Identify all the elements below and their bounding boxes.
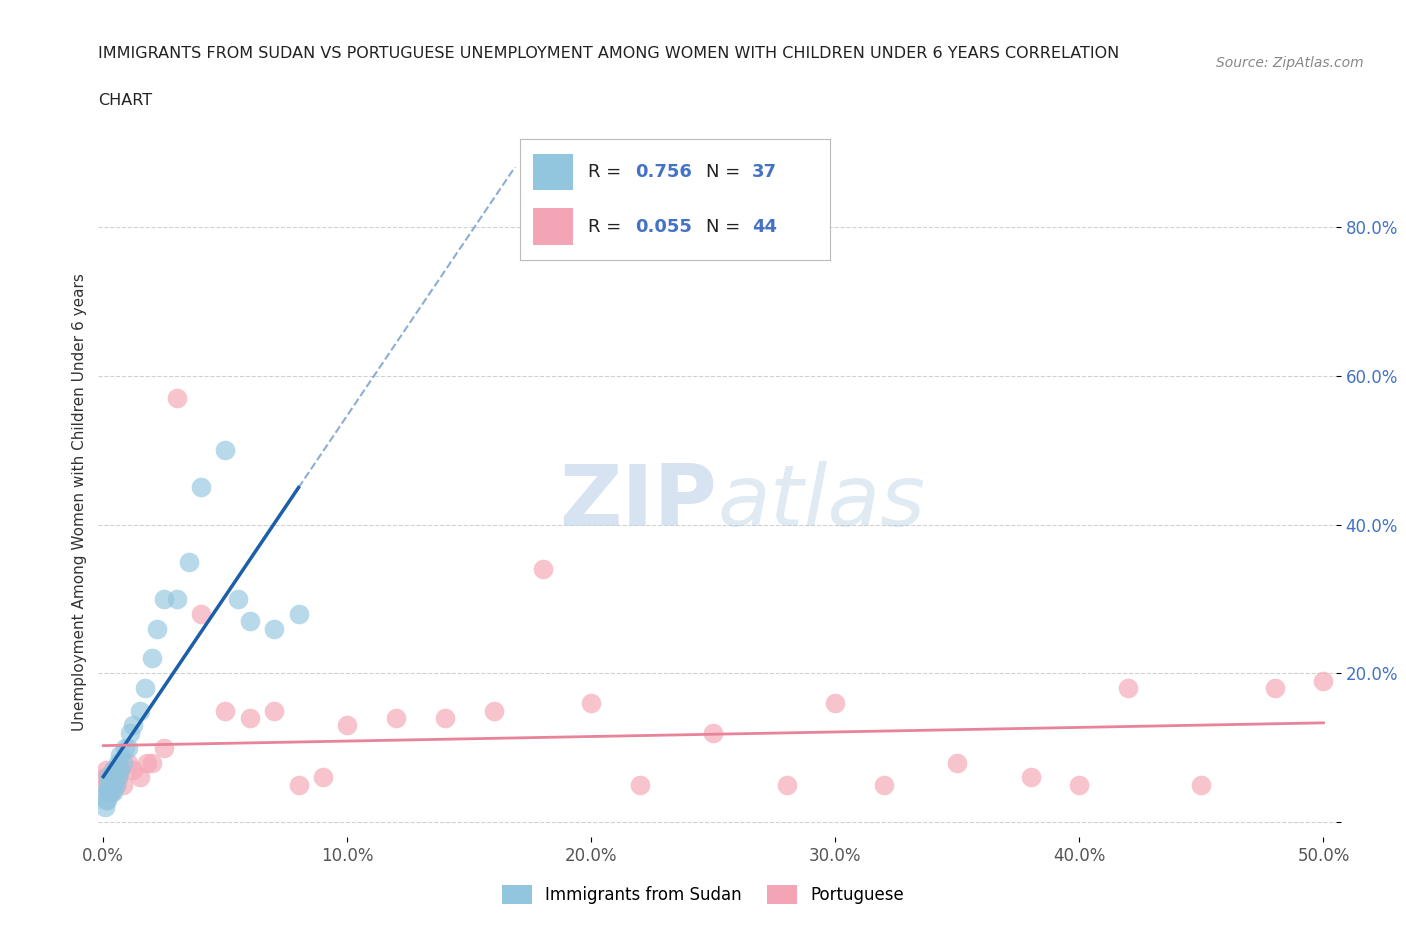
Point (1264, 681, 1286, 696)
Point (114, 740, 136, 755)
Point (93, 770, 115, 785)
Point (336, 718, 359, 733)
Point (824, 696, 846, 711)
Point (96, 792, 118, 807)
Point (107, 755, 129, 770)
Text: IMMIGRANTS FROM SUDAN VS PORTUGUESE UNEMPLOYMENT AMONG WOMEN WITH CHILDREN UNDER: IMMIGRANTS FROM SUDAN VS PORTUGUESE UNEM… (98, 46, 1119, 61)
Point (146, 621, 169, 636)
Point (1069, 777, 1091, 792)
Point (141, 651, 163, 666)
Point (121, 718, 143, 733)
Point (94, 763, 117, 777)
Point (1019, 770, 1042, 785)
Point (100, 777, 122, 792)
Point (121, 763, 143, 777)
Point (153, 591, 176, 606)
Point (166, 591, 188, 606)
Point (702, 725, 724, 740)
Text: 0.055: 0.055 (634, 218, 692, 235)
Point (531, 562, 554, 577)
Point (101, 763, 124, 777)
Point (94, 785, 117, 800)
Point (101, 785, 124, 800)
Point (104, 777, 127, 792)
Text: 37: 37 (752, 163, 778, 181)
Point (101, 770, 124, 785)
Point (239, 711, 262, 725)
Point (104, 763, 127, 777)
Point (628, 777, 651, 792)
Point (117, 740, 139, 755)
Point (141, 755, 163, 770)
Point (111, 777, 134, 792)
Text: N =: N = (706, 163, 745, 181)
Point (433, 711, 456, 725)
Point (97, 770, 120, 785)
Point (177, 554, 200, 569)
Point (385, 711, 408, 725)
Point (190, 606, 212, 621)
FancyBboxPatch shape (533, 154, 572, 191)
Text: N =: N = (706, 218, 745, 235)
Point (214, 703, 236, 718)
Text: 44: 44 (752, 218, 778, 235)
Point (101, 777, 124, 792)
Point (101, 763, 124, 777)
Point (97, 785, 120, 800)
Text: R =: R = (588, 218, 627, 235)
Point (263, 621, 285, 636)
Point (117, 755, 139, 770)
Point (97, 785, 120, 800)
Point (97, 777, 120, 792)
Point (129, 703, 152, 718)
Point (134, 681, 156, 696)
Point (482, 703, 505, 718)
Y-axis label: Unemployment Among Women with Children Under 6 years: Unemployment Among Women with Children U… (72, 273, 87, 731)
Point (166, 391, 188, 405)
Point (1191, 777, 1213, 792)
Point (110, 763, 132, 777)
Point (94, 777, 117, 792)
Point (214, 443, 236, 458)
Text: CHART: CHART (98, 93, 152, 108)
Point (239, 614, 262, 629)
Point (873, 777, 896, 792)
Point (287, 777, 309, 792)
Point (107, 770, 129, 785)
Point (110, 763, 132, 777)
Point (1116, 681, 1139, 696)
Point (136, 755, 159, 770)
Point (94, 792, 117, 807)
Point (100, 770, 122, 785)
Text: Source: ZipAtlas.com: Source: ZipAtlas.com (1216, 56, 1364, 70)
Point (100, 777, 122, 792)
Point (287, 606, 309, 621)
Point (100, 785, 122, 800)
Point (120, 725, 142, 740)
Point (312, 770, 335, 785)
Point (100, 785, 122, 800)
Point (153, 740, 176, 755)
Point (226, 591, 249, 606)
Point (110, 748, 132, 763)
Point (190, 480, 212, 495)
Point (129, 770, 152, 785)
Point (93, 800, 115, 815)
Point (946, 755, 969, 770)
Point (775, 777, 797, 792)
Point (1312, 673, 1334, 688)
Point (107, 770, 129, 785)
Text: 0.756: 0.756 (634, 163, 692, 181)
Text: atlas: atlas (717, 460, 925, 544)
Legend: Immigrants from Sudan, Portuguese: Immigrants from Sudan, Portuguese (494, 876, 912, 912)
Point (581, 696, 603, 711)
Point (111, 755, 134, 770)
FancyBboxPatch shape (533, 208, 572, 245)
Point (104, 777, 127, 792)
Point (263, 703, 285, 718)
Text: ZIP: ZIP (560, 460, 717, 544)
Point (97, 770, 120, 785)
Text: R =: R = (588, 163, 627, 181)
